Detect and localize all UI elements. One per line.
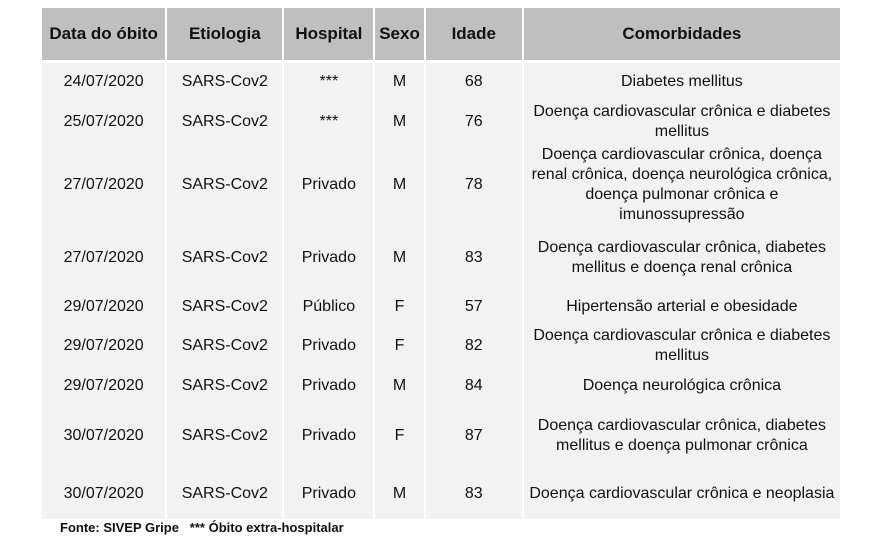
cell-comorbidities: Diabetes mellitus — [523, 63, 840, 99]
cell-age: 84 — [425, 367, 522, 403]
table-footnote: Fonte: SIVEP Gripe *** Óbito extra-hospi… — [60, 520, 344, 535]
cell-hospital: Privado — [284, 467, 374, 519]
cell-comorbidities: Doença cardiovascular crônica, diabetes … — [523, 225, 840, 289]
table-row: 24/07/2020 SARS-Cov2 *** M 68 Diabetes m… — [42, 63, 840, 99]
cell-sex: M — [375, 143, 424, 225]
mortality-table-container: Data do óbito Etiologia Hospital Sexo Id… — [40, 8, 842, 519]
cell-comorbidities: Hipertensão arterial e obesidade — [523, 289, 840, 323]
cell-hospital: *** — [284, 63, 374, 99]
table-row: 29/07/2020 SARS-Cov2 Público F 57 Hipert… — [42, 289, 840, 323]
cell-etiology: SARS-Cov2 — [167, 99, 283, 143]
cell-sex: F — [375, 323, 424, 367]
footnote-legend: *** Óbito extra-hospitalar — [189, 520, 344, 535]
header-idade: Idade — [425, 8, 522, 63]
cell-hospital: *** — [284, 99, 374, 143]
cell-sex: F — [375, 289, 424, 323]
cell-age: 78 — [425, 143, 522, 225]
cell-date: 24/07/2020 — [42, 63, 166, 99]
cell-sex: M — [375, 225, 424, 289]
cell-etiology: SARS-Cov2 — [167, 467, 283, 519]
cell-age: 83 — [425, 225, 522, 289]
table-row: 29/07/2020 SARS-Cov2 Privado M 84 Doença… — [42, 367, 840, 403]
cell-hospital: Público — [284, 289, 374, 323]
header-data-do-obito: Data do óbito — [42, 8, 166, 63]
cell-sex: F — [375, 403, 424, 467]
cell-comorbidities: Doença cardiovascular crônica, doença re… — [523, 143, 840, 225]
cell-etiology: SARS-Cov2 — [167, 289, 283, 323]
cell-etiology: SARS-Cov2 — [167, 323, 283, 367]
cell-age: 83 — [425, 467, 522, 519]
cell-date: 27/07/2020 — [42, 143, 166, 225]
cell-comorbidities: Doença cardiovascular crônica, diabetes … — [523, 403, 840, 467]
header-hospital: Hospital — [284, 8, 374, 63]
cell-date: 29/07/2020 — [42, 323, 166, 367]
cell-hospital: Privado — [284, 367, 374, 403]
cell-comorbidities: Doença cardiovascular crônica e neoplasi… — [523, 467, 840, 519]
cell-sex: M — [375, 367, 424, 403]
cell-etiology: SARS-Cov2 — [167, 403, 283, 467]
cell-sex: M — [375, 467, 424, 519]
cell-age: 76 — [425, 99, 522, 143]
table-header-row: Data do óbito Etiologia Hospital Sexo Id… — [42, 8, 840, 63]
cell-date: 25/07/2020 — [42, 99, 166, 143]
cell-date: 30/07/2020 — [42, 403, 166, 467]
header-etiologia: Etiologia — [167, 8, 283, 63]
cell-etiology: SARS-Cov2 — [167, 367, 283, 403]
cell-age: 57 — [425, 289, 522, 323]
cell-sex: M — [375, 99, 424, 143]
cell-etiology: SARS-Cov2 — [167, 63, 283, 99]
cell-etiology: SARS-Cov2 — [167, 225, 283, 289]
cell-age: 68 — [425, 63, 522, 99]
cell-date: 29/07/2020 — [42, 367, 166, 403]
cell-age: 82 — [425, 323, 522, 367]
cell-sex: M — [375, 63, 424, 99]
header-sexo: Sexo — [375, 8, 424, 63]
table-row: 27/07/2020 SARS-Cov2 Privado M 78 Doença… — [42, 143, 840, 225]
table-row: 30/07/2020 SARS-Cov2 Privado F 87 Doença… — [42, 403, 840, 467]
footnote-source: Fonte: SIVEP Gripe — [60, 520, 179, 535]
cell-hospital: Privado — [284, 403, 374, 467]
header-comorbidades: Comorbidades — [523, 8, 840, 63]
cell-comorbidities: Doença cardiovascular crônica e diabetes… — [523, 323, 840, 367]
table-row: 27/07/2020 SARS-Cov2 Privado M 83 Doença… — [42, 225, 840, 289]
mortality-table: Data do óbito Etiologia Hospital Sexo Id… — [40, 8, 842, 519]
cell-date: 27/07/2020 — [42, 225, 166, 289]
cell-comorbidities: Doença neurológica crônica — [523, 367, 840, 403]
cell-hospital: Privado — [284, 323, 374, 367]
table-row: 29/07/2020 SARS-Cov2 Privado F 82 Doença… — [42, 323, 840, 367]
cell-date: 29/07/2020 — [42, 289, 166, 323]
cell-hospital: Privado — [284, 225, 374, 289]
table-row: 25/07/2020 SARS-Cov2 *** M 76 Doença car… — [42, 99, 840, 143]
table-row: 30/07/2020 SARS-Cov2 Privado M 83 Doença… — [42, 467, 840, 519]
cell-age: 87 — [425, 403, 522, 467]
cell-date: 30/07/2020 — [42, 467, 166, 519]
cell-hospital: Privado — [284, 143, 374, 225]
cell-etiology: SARS-Cov2 — [167, 143, 283, 225]
cell-comorbidities: Doença cardiovascular crônica e diabetes… — [523, 99, 840, 143]
